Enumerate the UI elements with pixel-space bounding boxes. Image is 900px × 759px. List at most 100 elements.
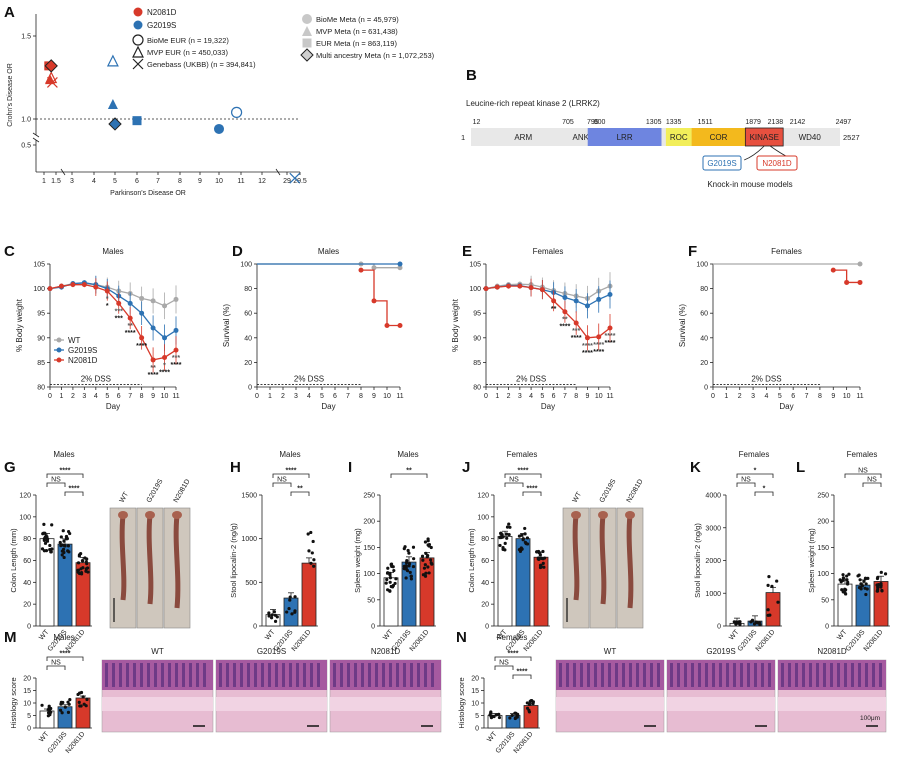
a-y-tick-label: 1.0	[21, 117, 31, 124]
j-cecum	[598, 511, 608, 519]
m-crypt	[424, 663, 427, 687]
d-title: Males	[318, 247, 339, 256]
c-significance: ****	[148, 372, 159, 379]
m-crypt	[133, 663, 136, 687]
j-y-axis-label: Colon Length (mm)	[467, 528, 476, 593]
j-cecum	[625, 511, 635, 519]
m-title: Males	[53, 633, 74, 642]
g-data-point	[44, 548, 49, 553]
n-significance-bracket	[512, 674, 532, 679]
g-data-point	[50, 523, 54, 527]
e-x-tick-label: 4	[529, 393, 533, 400]
g-y-tick-label: 100	[19, 514, 31, 521]
n-significance-label: ****	[517, 669, 528, 676]
n-crypt	[879, 663, 882, 687]
n-crypt	[594, 663, 597, 687]
a-x-tick-label: 9	[198, 178, 202, 185]
e-point-n2081d	[607, 325, 613, 331]
m-crypt	[126, 663, 129, 687]
l-y-axis-label: Spleen weight (mg)	[807, 528, 816, 593]
k-y-tick-label: 1000	[705, 591, 721, 598]
a-legend-variant: N2081D	[147, 8, 177, 17]
g-photo-label: WT	[119, 490, 131, 504]
d-x-tick-label: 5	[320, 393, 324, 400]
j-photo-label: N2081D	[626, 478, 645, 504]
i-significance-bracket	[390, 473, 428, 478]
d-point-n2081d	[358, 267, 364, 273]
m-crypt	[240, 663, 243, 687]
g-data-point	[79, 567, 83, 571]
c-point-g2019s	[173, 327, 179, 333]
n-crypt	[580, 663, 583, 687]
m-crypt	[303, 663, 306, 687]
m-significance-bracket	[46, 665, 66, 670]
n-crypt	[684, 663, 687, 687]
i-data-point	[409, 577, 414, 581]
i-data-point	[430, 562, 434, 566]
j-photo-label: G2019S	[599, 478, 618, 504]
h-data-point	[309, 561, 313, 565]
h-x-tick-label: N2081D	[291, 629, 313, 653]
n-data-point	[494, 713, 499, 717]
h-data-point	[267, 614, 271, 618]
n-image-label: N2081D	[817, 647, 847, 656]
l-bar-g2019s	[855, 584, 871, 627]
n-significance-bracket	[494, 665, 514, 670]
i-data-point	[409, 574, 413, 578]
k-data-point	[757, 621, 762, 625]
c-y-tick-label: 80	[37, 385, 45, 392]
panel-label-h: H	[230, 459, 241, 476]
n-crypt	[872, 663, 875, 687]
j-data-point	[505, 525, 510, 529]
g-significance-bracket	[64, 491, 84, 496]
n-y-axis-label: Histology score	[457, 677, 466, 728]
panel-g-bar-chart: Males 0 20 40 60 80 100 120 Colon Length (mm) WT G…	[9, 450, 192, 653]
i-data-point	[427, 571, 431, 575]
e-title: Females	[533, 247, 564, 256]
l-data-point	[883, 572, 888, 576]
j-y-tick-label: 0	[485, 624, 489, 631]
b-start: 1	[461, 133, 465, 142]
m-crypt	[261, 663, 264, 687]
i-data-point	[421, 558, 425, 562]
h-data-point	[288, 598, 292, 602]
f-x-tick-label: 0	[711, 393, 715, 400]
c-x-tick-label: 6	[117, 393, 121, 400]
m-crypt	[417, 663, 420, 687]
i-data-point	[423, 563, 427, 567]
g-data-point	[62, 543, 66, 548]
c-x-tick-label: 5	[105, 393, 109, 400]
j-data-point	[525, 536, 530, 540]
e-y-tick-label: 95	[473, 311, 481, 318]
i-data-point	[402, 547, 406, 551]
g-y-tick-label: 80	[23, 536, 31, 543]
i-significance-label: **	[406, 468, 412, 475]
b-position: 705	[562, 119, 574, 126]
a-y-break	[32, 132, 40, 138]
g-data-point	[48, 543, 52, 548]
c-legend-marker	[56, 337, 62, 343]
c-series-line-g2019s	[49, 282, 177, 339]
f-title: Females	[771, 247, 802, 256]
n-crypt	[816, 663, 819, 687]
n-crypt	[733, 663, 736, 687]
e-significance: ****	[582, 343, 593, 350]
n-significance-label: NS	[499, 660, 509, 667]
j-data-point	[541, 561, 545, 565]
j-data-point	[507, 522, 511, 526]
h-significance-bracket	[272, 473, 310, 478]
f-point-wt	[857, 261, 863, 267]
l-y-tick-label: 0	[825, 624, 829, 631]
c-legend-label: N2081D	[68, 356, 98, 365]
m-crypt	[168, 663, 171, 687]
n-crypt	[615, 663, 618, 687]
a-point-mvp-meta	[107, 99, 118, 110]
g-data-point	[48, 547, 52, 552]
c-point-wt	[162, 303, 168, 309]
b-domain-label: COR	[710, 133, 728, 142]
f-x-tick-label: 4	[765, 393, 769, 400]
i-data-point	[385, 577, 389, 582]
d-x-tick-label: 6	[333, 393, 337, 400]
c-treatment-label: 2% DSS	[81, 375, 111, 384]
d-x-tick-label: 0	[255, 393, 259, 400]
